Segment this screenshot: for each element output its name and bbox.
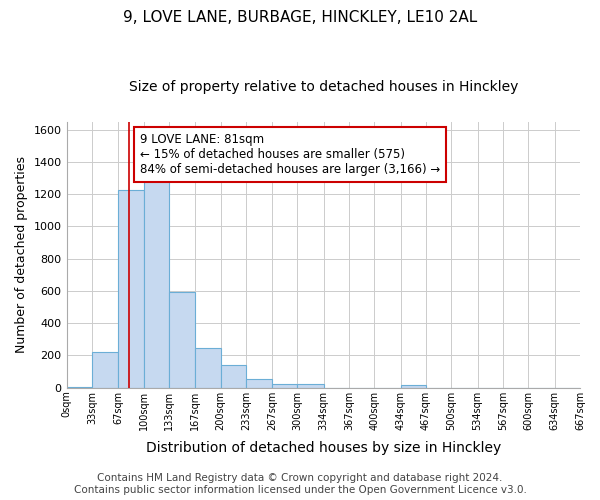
Bar bbox=[169, 292, 195, 388]
Bar bbox=[246, 379, 272, 388]
Bar bbox=[143, 179, 169, 388]
Text: 9 LOVE LANE: 81sqm
← 15% of detached houses are smaller (575)
84% of semi-detach: 9 LOVE LANE: 81sqm ← 15% of detached hou… bbox=[140, 132, 440, 176]
Bar bbox=[298, 384, 323, 388]
Text: Contains HM Land Registry data © Crown copyright and database right 2024.
Contai: Contains HM Land Registry data © Crown c… bbox=[74, 474, 526, 495]
Bar bbox=[118, 190, 143, 388]
Bar bbox=[195, 348, 221, 388]
Bar bbox=[92, 352, 118, 388]
Y-axis label: Number of detached properties: Number of detached properties bbox=[15, 156, 28, 353]
Text: 9, LOVE LANE, BURBAGE, HINCKLEY, LE10 2AL: 9, LOVE LANE, BURBAGE, HINCKLEY, LE10 2A… bbox=[123, 10, 477, 25]
X-axis label: Distribution of detached houses by size in Hinckley: Distribution of detached houses by size … bbox=[146, 441, 501, 455]
Bar bbox=[221, 365, 246, 388]
Title: Size of property relative to detached houses in Hinckley: Size of property relative to detached ho… bbox=[128, 80, 518, 94]
Bar bbox=[67, 387, 92, 388]
Bar bbox=[401, 386, 426, 388]
Bar bbox=[272, 384, 298, 388]
